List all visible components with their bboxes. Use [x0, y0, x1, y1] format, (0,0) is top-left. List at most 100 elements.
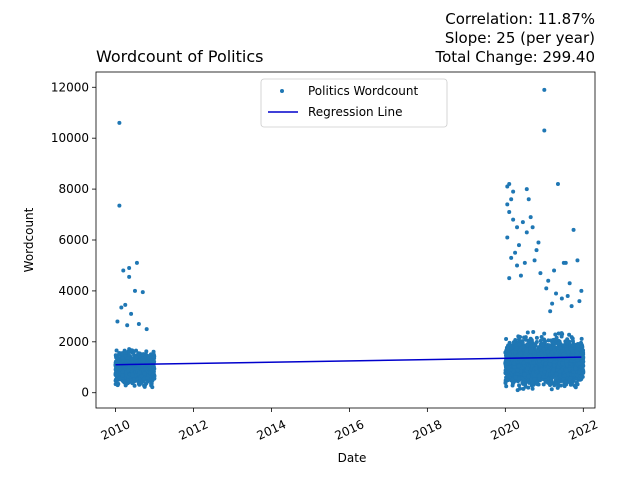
data-point: [564, 368, 569, 373]
data-point: [134, 355, 139, 360]
data-point: [505, 354, 510, 359]
data-point-outlier: [542, 87, 547, 92]
data-point: [113, 353, 118, 358]
legend-box: [260, 78, 448, 128]
data-point: [521, 378, 526, 383]
data-point: [546, 368, 551, 373]
data-point-outlier: [136, 322, 141, 326]
data-point: [532, 342, 537, 347]
legend-label-points: Politics Wordcount: [308, 84, 419, 98]
data-point: [504, 384, 509, 389]
data-point: [503, 380, 508, 385]
data-point-outlier: [144, 327, 149, 332]
x-tick-label: 2016: [333, 417, 367, 443]
data-point: [547, 362, 552, 367]
y-tick-label: 12000: [51, 80, 89, 94]
data-point: [120, 369, 125, 374]
data-point-outlier: [518, 273, 523, 278]
data-point: [139, 374, 144, 379]
data-point: [556, 331, 561, 336]
data-point: [147, 355, 152, 360]
data-point: [573, 366, 578, 371]
data-point: [563, 380, 568, 385]
data-point: [508, 343, 513, 348]
data-point: [116, 381, 121, 386]
data-point-outlier: [569, 304, 574, 309]
data-point: [525, 330, 530, 335]
data-point-outlier: [534, 248, 539, 253]
data-point: [570, 349, 575, 354]
data-point: [552, 348, 557, 353]
data-point-outlier: [511, 189, 516, 194]
data-point-outlier: [507, 182, 512, 186]
data-point: [551, 337, 556, 342]
data-point-outlier: [530, 225, 535, 230]
regression-line: [115, 356, 582, 366]
data-point: [524, 349, 529, 354]
data-point-outlier: [507, 276, 512, 281]
data-point: [557, 373, 562, 378]
data-point: [524, 358, 529, 363]
y-tick-label: 2000: [58, 335, 89, 349]
data-point: [577, 370, 582, 375]
data-point: [142, 376, 147, 381]
chart-title: Wordcount of Politics: [96, 47, 263, 66]
data-point: [579, 344, 584, 349]
data-point: [575, 344, 580, 349]
data-point: [515, 371, 520, 376]
data-point: [538, 351, 543, 356]
data-point-outlier: [140, 290, 145, 295]
data-point-outlier: [546, 278, 551, 283]
data-point: [126, 350, 131, 355]
data-point-outlier: [524, 187, 529, 192]
data-point-outlier: [509, 197, 514, 202]
data-point: [539, 334, 544, 339]
data-point: [528, 336, 533, 341]
data-point: [511, 340, 516, 345]
data-point: [506, 345, 511, 350]
data-point: [518, 335, 523, 340]
data-point-outlier: [520, 220, 525, 225]
data-point: [530, 386, 535, 391]
data-point-outlier: [575, 258, 580, 263]
data-point: [565, 337, 570, 342]
data-point: [564, 340, 569, 345]
y-tick-label: 10000: [51, 131, 89, 145]
data-point-outlier: [507, 210, 512, 214]
data-point: [144, 381, 149, 386]
data-point-outlier: [579, 288, 584, 293]
data-point: [149, 358, 154, 363]
data-point: [575, 357, 580, 362]
data-point: [129, 356, 134, 361]
data-point: [560, 361, 565, 366]
data-point-outlier: [532, 258, 537, 263]
x-tick-label: 2010: [99, 417, 133, 443]
data-point-outlier: [555, 182, 560, 186]
data-point: [120, 351, 125, 356]
data-point-outlier: [115, 319, 120, 324]
data-point: [555, 375, 559, 380]
data-point: [547, 353, 552, 358]
data-point: [534, 335, 539, 340]
data-point: [541, 382, 546, 387]
data-point: [522, 372, 527, 377]
data-point-outlier: [542, 128, 547, 133]
data-point: [528, 349, 533, 354]
data-point: [567, 332, 572, 337]
stats-line-slope: Slope: 25 (per year): [445, 29, 595, 47]
data-point: [557, 361, 562, 366]
data-point-outlier: [550, 301, 555, 306]
data-point: [513, 375, 518, 380]
data-point: [114, 377, 119, 382]
data-point-outlier: [522, 260, 527, 265]
data-point: [552, 360, 557, 365]
data-point: [549, 387, 554, 392]
data-point: [540, 342, 545, 347]
data-point: [557, 369, 562, 374]
data-point: [152, 355, 156, 360]
data-point-outlier: [526, 197, 531, 202]
data-point: [125, 356, 130, 361]
data-point: [120, 373, 125, 378]
data-point: [132, 377, 137, 382]
